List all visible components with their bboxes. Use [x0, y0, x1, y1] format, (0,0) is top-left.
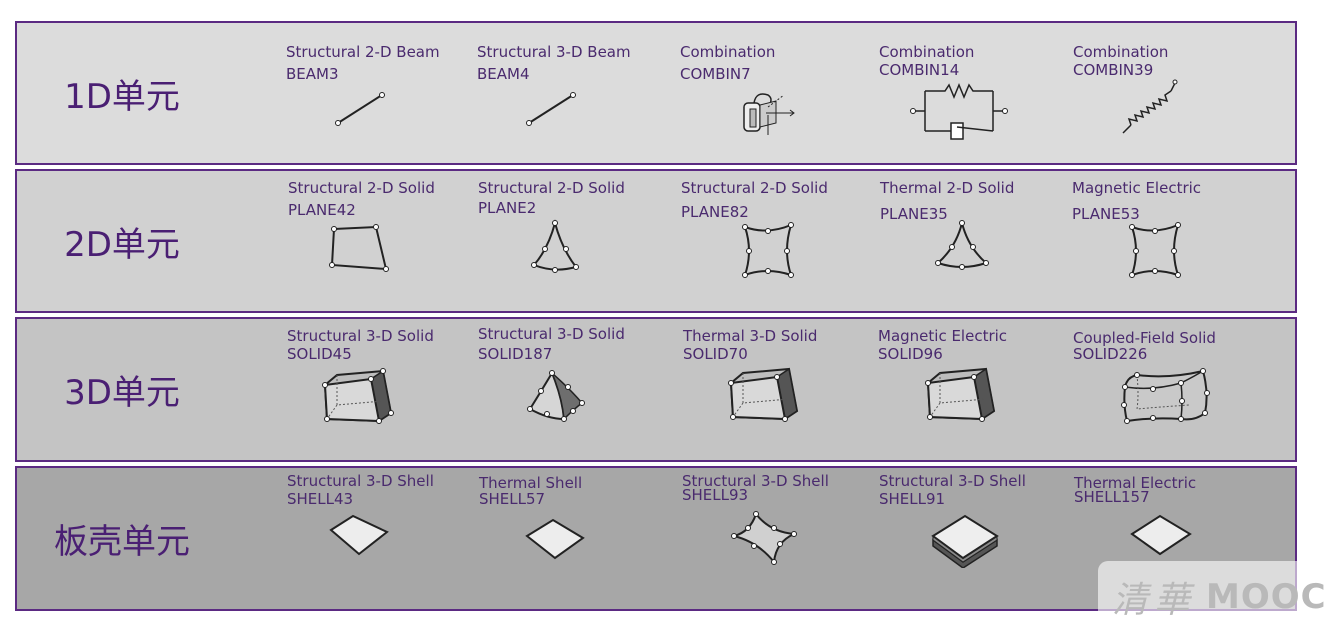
layered-shell-icon	[931, 514, 999, 568]
element-code: BEAM4	[477, 65, 530, 83]
element-plane53: Magnetic Electric PLANE53	[1072, 171, 1272, 311]
element-code: SHELL93	[682, 486, 749, 504]
row-label-3d: 3D单元	[64, 373, 180, 413]
element-title: Thermal Shell	[479, 474, 583, 492]
row-2d: 2D单元 Structural 2-D Solid PLANE42 Struct…	[15, 169, 1297, 313]
element-title: Structural 3-D Shell	[879, 472, 1026, 490]
element-title: Magnetic Electric	[878, 327, 1008, 345]
element-code: PLANE42	[288, 201, 356, 219]
element-title: Thermal Electric	[1074, 474, 1197, 492]
row-label-shell: 板壳单元	[54, 522, 190, 562]
element-combin39: Combination COMBIN39	[1073, 23, 1273, 163]
element-plane2: Structural 2-D Solid PLANE2	[478, 171, 678, 311]
element-title: Structural 2-D Solid	[288, 179, 435, 197]
beam-line-icon	[526, 92, 576, 126]
element-code: BEAM3	[286, 65, 339, 83]
triangle-element-icon	[531, 219, 579, 273]
element-combin7: Combination COMBIN7	[680, 23, 880, 163]
hexahedron-icon	[925, 367, 996, 422]
element-title: Structural 3-D Solid	[287, 327, 434, 345]
element-code: COMBIN14	[879, 61, 960, 79]
element-combin14: Combination COMBIN14	[879, 23, 1079, 163]
row-3d: 3D单元 Structural 3-D Solid SOLID45 Struct…	[15, 317, 1297, 462]
shell-diamond-icon	[329, 514, 389, 556]
element-title: Structural 3-D Shell	[287, 472, 434, 490]
element-solid226: Coupled-Field Solid SOLID226	[1073, 319, 1273, 460]
row-1d: 1D单元 Structural 2-D Beam BEAM3 Structura…	[15, 21, 1297, 165]
element-title: Structural 2-D Solid	[681, 179, 828, 197]
element-code: SOLID96	[878, 345, 943, 363]
hexahedron-icon	[322, 368, 394, 424]
element-code: SOLID70	[683, 345, 748, 363]
triangle-element-icon	[935, 220, 989, 270]
curved-shell-icon	[731, 511, 797, 565]
element-plane42: Structural 2-D Solid PLANE42	[288, 171, 488, 311]
beam-line-icon	[335, 92, 385, 126]
element-shell91: Structural 3-D Shell SHELL91	[879, 468, 1079, 609]
row-shell: 板壳单元 Structural 3-D Shell SHELL43 Therma…	[15, 466, 1297, 611]
element-code: SHELL157	[1074, 488, 1150, 506]
element-title: Thermal 3-D Solid	[683, 327, 818, 345]
element-title: Combination	[879, 43, 975, 61]
element-code: SOLID45	[287, 345, 352, 363]
element-code: COMBIN39	[1073, 61, 1154, 79]
tetrahedron-icon	[527, 370, 585, 422]
element-title: Thermal 2-D Solid	[880, 179, 1015, 197]
element-title: Structural 2-D Beam	[286, 43, 440, 61]
element-solid45: Structural 3-D Solid SOLID45	[287, 319, 487, 460]
element-code: SHELL57	[479, 490, 546, 508]
element-shell93: Structural 3-D Shell SHELL93	[682, 468, 882, 609]
element-title: Structural 2-D Solid	[478, 179, 625, 197]
revolute-joint-icon	[743, 93, 795, 135]
element-title: Coupled-Field Solid	[1073, 329, 1216, 347]
element-plane82: Structural 2-D Solid PLANE82	[681, 171, 881, 311]
element-shell43: Structural 3-D Shell SHELL43	[287, 468, 487, 609]
element-code: SHELL91	[879, 490, 946, 508]
element-code: PLANE35	[880, 205, 948, 223]
watermark-en: MOOC	[1206, 577, 1327, 617]
shell-diamond-icon	[525, 518, 585, 560]
element-title: Structural 3-D Shell	[682, 472, 829, 490]
element-solid96: Magnetic Electric SOLID96	[878, 319, 1078, 460]
element-title: Structural 3-D Beam	[477, 43, 631, 61]
element-solid70: Thermal 3-D Solid SOLID70	[683, 319, 883, 460]
spring-coil-icon	[1122, 79, 1178, 134]
element-title: Magnetic Electric	[1072, 179, 1202, 197]
element-shell57: Thermal Shell SHELL57	[479, 468, 679, 609]
element-code: PLANE82	[681, 203, 749, 221]
element-code: SOLID226	[1073, 345, 1148, 363]
element-title: Combination	[1073, 43, 1169, 61]
row-label-2d: 2D单元	[64, 224, 180, 265]
element-plane35: Thermal 2-D Solid PLANE35	[880, 171, 1080, 311]
curved-quad-element-icon	[1129, 222, 1181, 278]
element-title: Structural 3-D Solid	[478, 325, 625, 343]
shell-diamond-icon	[1130, 514, 1192, 556]
element-beam3: Structural 2-D Beam BEAM3	[286, 23, 486, 163]
element-code: PLANE53	[1072, 205, 1140, 223]
element-beam4: Structural 3-D Beam BEAM4	[477, 23, 677, 163]
element-shell157: Thermal Electric SHELL157	[1074, 468, 1274, 609]
curved-hexahedron-icon	[1121, 368, 1210, 424]
mooc-watermark: 清華 MOOC	[1098, 561, 1330, 633]
element-title: Combination	[680, 43, 776, 61]
element-code: SOLID187	[478, 345, 553, 363]
element-code: SHELL43	[287, 490, 354, 508]
spring-damper-icon	[910, 83, 1008, 140]
element-solid187: Structural 3-D Solid SOLID187	[478, 319, 678, 460]
row-label-1d: 1D单元	[64, 76, 180, 117]
quad-element-icon	[329, 224, 389, 272]
hexahedron-icon	[728, 367, 799, 422]
watermark-cn: 清華	[1112, 580, 1197, 621]
element-code: COMBIN7	[680, 65, 751, 83]
curved-quad-element-icon	[742, 222, 794, 278]
element-code: PLANE2	[478, 199, 537, 217]
